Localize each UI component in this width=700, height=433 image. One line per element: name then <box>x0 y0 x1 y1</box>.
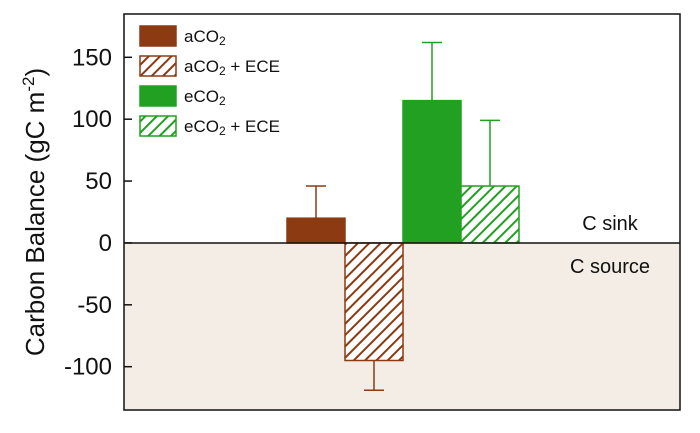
y-tick-label: 150 <box>72 44 112 71</box>
legend-swatch-1 <box>139 25 177 47</box>
y-axis-title-superscript: -2 <box>19 77 38 92</box>
y-axis-title: Carbon Balance (gC m-2) <box>19 68 50 356</box>
legend-label-1: aCO2 <box>184 27 226 48</box>
legend-swatch-3 <box>139 85 177 107</box>
legend-swatch-4 <box>139 115 177 137</box>
y-axis-title-close: ) <box>20 68 50 77</box>
y-tick-label: 50 <box>85 168 112 195</box>
y-tick-label: 0 <box>99 230 112 257</box>
c-source-label: C source <box>570 256 650 278</box>
bar-3 <box>402 99 462 244</box>
y-tick-label: -50 <box>77 292 112 319</box>
plot-frame <box>123 13 681 411</box>
y-tick-label: -100 <box>64 354 112 381</box>
c-sink-label: C sink <box>582 213 639 235</box>
legend-label-2: aCO2 + ECE <box>184 57 280 78</box>
y-axis-title-main: Carbon Balance (gC m <box>20 92 50 356</box>
bar-1 <box>286 217 346 244</box>
bar-4 <box>460 185 520 244</box>
legend-label-3: eCO2 <box>184 87 226 108</box>
bar-2 <box>344 242 404 362</box>
error-bars-group <box>306 41 500 391</box>
y-axis: 150 100 50 0 -50 -100 <box>64 44 132 381</box>
legend: aCO2 aCO2 + ECE eCO2 eCO2 + ECE <box>139 25 280 138</box>
legend-label-4: eCO2 + ECE <box>184 117 280 138</box>
legend-swatch-2 <box>139 55 177 77</box>
y-tick-label: 100 <box>72 106 112 133</box>
